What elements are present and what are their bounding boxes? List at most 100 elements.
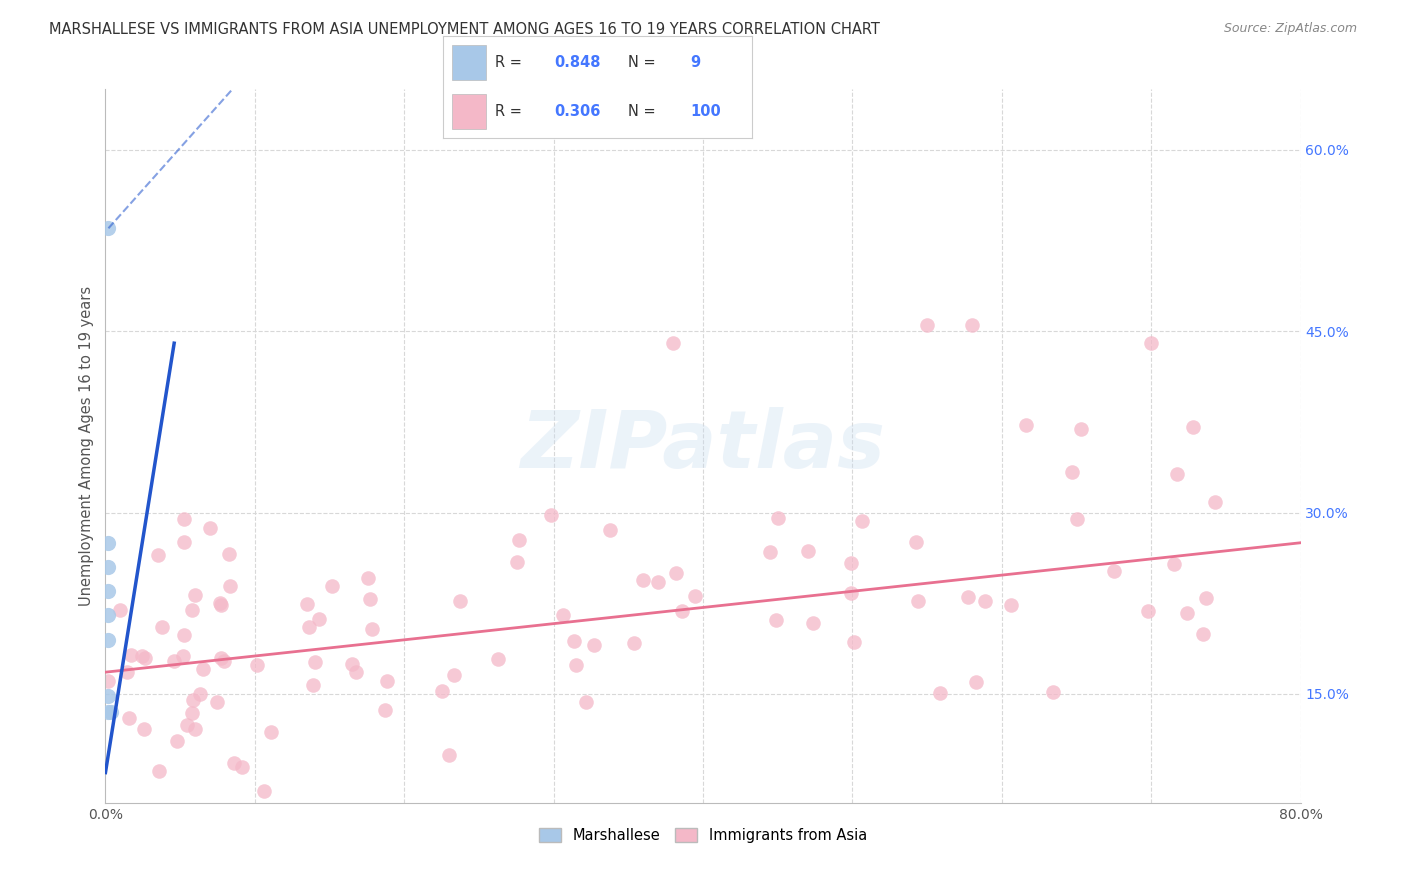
Point (172, 648, 194, 663)
Point (551, 608, 574, 623)
Point (437, 747, 460, 762)
Point (97, 535, 120, 549)
Point (430, 683, 453, 698)
Point (599, 523, 621, 537)
Point (1070, 422, 1092, 436)
Point (188, 687, 211, 701)
Point (508, 533, 530, 548)
Point (1192, 627, 1215, 641)
Point (209, 599, 232, 613)
Point (1000, 599, 1022, 613)
Point (1015, 417, 1038, 432)
Point (97, 673, 120, 688)
Point (181, 603, 204, 617)
Point (759, 545, 782, 559)
Point (209, 596, 232, 610)
Point (1166, 467, 1188, 482)
Point (488, 652, 510, 666)
Point (302, 678, 325, 692)
Point (671, 604, 693, 618)
Point (115, 665, 138, 680)
Point (842, 634, 865, 648)
Point (176, 718, 198, 732)
Point (97, 632, 120, 647)
Text: Source: ZipAtlas.com: Source: ZipAtlas.com (1223, 22, 1357, 36)
Point (209, 650, 232, 665)
Point (118, 711, 141, 725)
Point (907, 593, 929, 607)
FancyBboxPatch shape (453, 45, 486, 79)
Point (198, 520, 221, 534)
Point (260, 724, 283, 739)
Point (308, 612, 330, 626)
Point (506, 555, 529, 569)
Point (246, 658, 269, 673)
Point (683, 589, 706, 603)
Point (839, 556, 862, 570)
Point (905, 535, 928, 549)
Point (647, 574, 669, 589)
Point (298, 619, 321, 633)
Point (1175, 606, 1198, 620)
Point (575, 694, 598, 708)
FancyBboxPatch shape (453, 95, 486, 129)
Point (562, 634, 585, 648)
Text: 100: 100 (690, 104, 721, 120)
Legend: Marshallese, Immigrants from Asia: Marshallese, Immigrants from Asia (533, 822, 873, 849)
Point (839, 585, 862, 599)
Point (218, 579, 240, 593)
Text: 0.306: 0.306 (554, 104, 600, 120)
Point (340, 657, 363, 671)
Point (360, 622, 382, 636)
Text: R =: R = (495, 104, 527, 120)
Point (359, 592, 381, 607)
Point (1136, 604, 1159, 618)
Point (218, 547, 240, 561)
Point (321, 579, 343, 593)
Point (131, 648, 153, 663)
Point (1066, 511, 1088, 525)
Point (231, 760, 253, 774)
Point (1181, 419, 1204, 434)
Point (801, 616, 824, 631)
Y-axis label: Unemployment Among Ages 16 to 19 years: Unemployment Among Ages 16 to 19 years (79, 286, 94, 606)
Point (191, 662, 214, 676)
Point (928, 686, 950, 700)
Point (184, 588, 207, 602)
Point (173, 512, 195, 526)
Point (582, 639, 605, 653)
Point (253, 783, 276, 797)
Point (443, 667, 465, 681)
Point (97, 705, 120, 719)
Point (150, 620, 173, 634)
Text: 9: 9 (690, 54, 700, 70)
Point (180, 706, 202, 720)
Point (212, 655, 235, 669)
Point (97, 560, 120, 574)
Point (108, 603, 131, 617)
Point (344, 665, 367, 679)
Point (623, 636, 645, 650)
Point (297, 597, 319, 611)
Point (449, 593, 471, 607)
Point (173, 535, 195, 549)
Text: R =: R = (495, 54, 527, 70)
Point (357, 571, 380, 585)
Point (851, 514, 873, 528)
Text: MARSHALLESE VS IMMIGRANTS FROM ASIA UNEMPLOYMENT AMONG AGES 16 TO 19 YEARS CORRE: MARSHALLESE VS IMMIGRANTS FROM ASIA UNEM… (49, 22, 880, 37)
Point (974, 594, 997, 608)
Point (662, 336, 685, 351)
Point (1042, 685, 1064, 699)
Point (797, 544, 820, 558)
Point (97, 690, 120, 704)
Point (148, 764, 170, 778)
Text: ZIPatlas: ZIPatlas (520, 407, 886, 485)
Point (173, 628, 195, 642)
Point (1140, 336, 1163, 351)
Point (134, 723, 156, 737)
Point (765, 613, 787, 627)
Point (665, 566, 688, 581)
Point (965, 674, 987, 689)
Point (1204, 495, 1226, 509)
Point (1102, 564, 1125, 578)
